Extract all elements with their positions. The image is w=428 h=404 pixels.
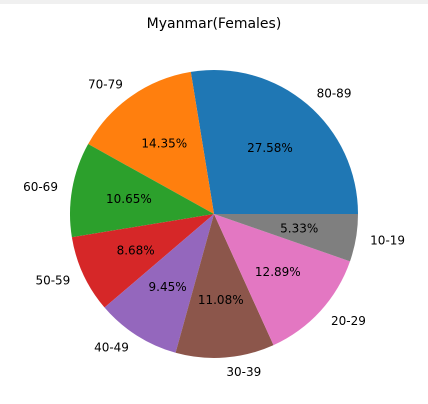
- pie-percent-label: 11.08%: [198, 293, 244, 307]
- pie-category-label: 10-19: [370, 233, 405, 247]
- pie-slice-70-79: [88, 71, 214, 214]
- pie-slice-80-89: [190, 70, 358, 215]
- pie-category-label: 20-29: [331, 314, 366, 328]
- pie-slice-50-59: [71, 214, 214, 308]
- pie-slice-60-69: [70, 144, 214, 238]
- pie-category-label: 40-49: [94, 341, 129, 355]
- pie-category-label: 80-89: [317, 86, 352, 100]
- pie-slice-30-39: [175, 214, 274, 359]
- top-border: [0, 0, 428, 4]
- pie-category-label: 30-39: [226, 365, 261, 379]
- pie-slices: [70, 70, 358, 359]
- pie-slice-20-29: [214, 214, 351, 346]
- pie-percent-label: 8.68%: [117, 243, 155, 257]
- pie-slice-10-19: [214, 214, 358, 262]
- pie-category-label: 70-79: [88, 77, 123, 91]
- pie-percent-label: 10.65%: [106, 192, 152, 206]
- pie-percent-label: 14.35%: [141, 136, 187, 150]
- pie-percent-label: 12.89%: [255, 265, 301, 279]
- pie-percent-label: 27.58%: [247, 141, 293, 155]
- pie-category-labels: 80-89 70-79 60-69 50-59 40-49 30-39 20-29 10-19: [23, 77, 405, 379]
- pie-slice-40-49: [104, 214, 214, 353]
- pie-percent-labels: 27.58% 14.35% 10.65% 8.68% 9.45% 11.08% 12.89%…: [106, 136, 318, 307]
- pie-percent-label: 9.45%: [149, 280, 187, 294]
- pie-percent-label: 5.33%: [280, 221, 318, 235]
- pie-category-label: 60-69: [23, 180, 58, 194]
- chart-title: Myanmar(Females): [147, 16, 282, 32]
- pie-category-label: 50-59: [35, 274, 70, 288]
